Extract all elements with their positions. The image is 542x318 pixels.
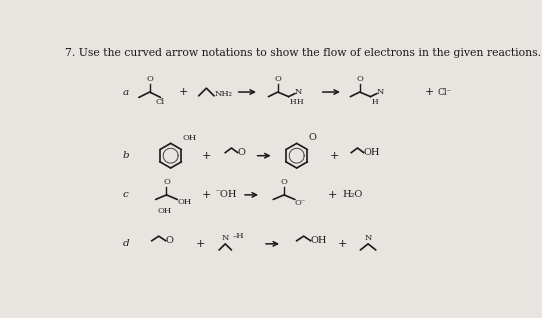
Text: +: +: [338, 239, 347, 249]
Text: c: c: [122, 190, 128, 199]
Text: b: b: [122, 151, 129, 160]
Text: H: H: [372, 98, 378, 106]
Text: NH₂: NH₂: [214, 90, 232, 98]
Text: H: H: [290, 98, 296, 106]
Text: a: a: [122, 87, 128, 97]
Text: OH: OH: [183, 134, 197, 142]
Text: +: +: [328, 190, 337, 200]
Text: N: N: [377, 88, 384, 96]
Text: O: O: [163, 178, 170, 186]
Text: O: O: [146, 75, 153, 83]
Text: Ȯ: Ȯ: [238, 148, 246, 157]
Text: N: N: [222, 234, 229, 242]
Text: OH: OH: [177, 198, 191, 206]
Text: O: O: [356, 75, 363, 83]
Text: +: +: [202, 190, 211, 200]
Text: +: +: [202, 151, 211, 161]
Text: +: +: [424, 87, 434, 97]
Text: Cl⁻: Cl⁻: [437, 87, 452, 97]
Text: Cl: Cl: [156, 98, 165, 106]
Text: H: H: [297, 98, 304, 106]
Text: N: N: [295, 88, 302, 96]
Text: +: +: [330, 151, 339, 161]
Text: O: O: [274, 75, 281, 83]
Text: +: +: [178, 87, 188, 97]
Text: H₂O: H₂O: [343, 190, 363, 199]
Text: OH: OH: [364, 148, 380, 157]
Text: OH: OH: [158, 207, 172, 215]
Text: +: +: [195, 239, 205, 249]
Text: Ȯ: Ȯ: [166, 236, 173, 245]
Text: 7. Use the curved arrow notations to show the flow of electrons in the given rea: 7. Use the curved arrow notations to sho…: [65, 48, 541, 58]
Text: d: d: [122, 239, 129, 248]
Text: O⁻: O⁻: [295, 199, 306, 207]
Text: N: N: [364, 234, 372, 242]
Text: O: O: [281, 178, 287, 186]
Text: –H: –H: [233, 232, 244, 240]
Text: ̅OH: ̅OH: [221, 190, 237, 199]
Text: Ȯ: Ȯ: [309, 133, 317, 142]
Text: OH: OH: [311, 236, 327, 245]
